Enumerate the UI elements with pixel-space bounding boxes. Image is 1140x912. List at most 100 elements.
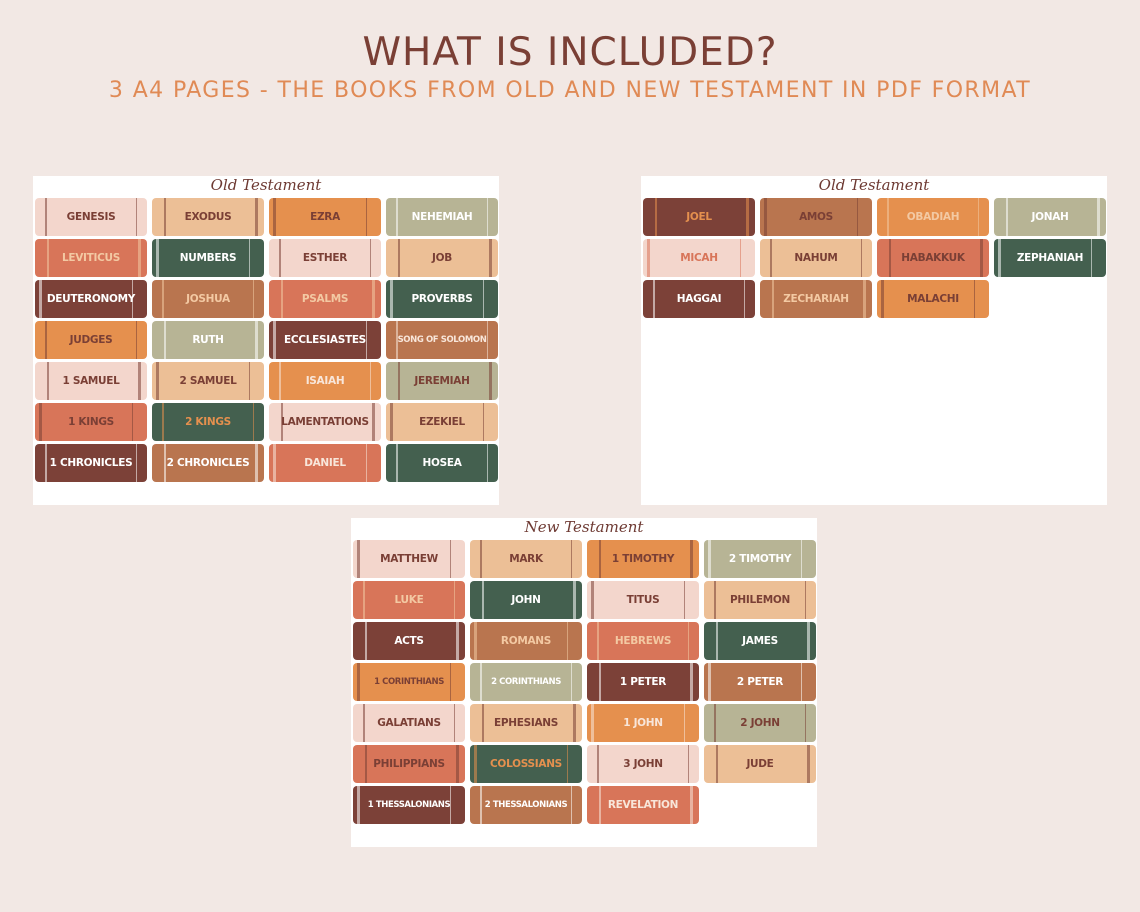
book-tile: DANIEL [269, 444, 381, 482]
book-tile: MATTHEW [353, 540, 465, 578]
book-tile: LEVITICUS [35, 239, 147, 277]
book-name: 2 TIMOTHY [728, 553, 792, 565]
book-tile: NEHEMIAH [386, 198, 498, 236]
book-tile: COLOSSIANS [470, 745, 582, 783]
book-tile: REVELATION [587, 786, 699, 824]
book-tile: ZECHARIAH [760, 280, 872, 318]
book-name: ROMANS [500, 635, 552, 647]
book-name: 1 SAMUEL [62, 375, 120, 387]
book-name: LEVITICUS [61, 252, 121, 264]
book-name: 2 JOHN [740, 717, 780, 729]
book-tile: 2 JOHN [704, 704, 816, 742]
book-tile: JONAH [994, 198, 1106, 236]
book-name: JUDE [746, 758, 774, 770]
book-name: 1 PETER [619, 676, 667, 688]
book-tile: 1 KINGS [35, 403, 147, 441]
book-name: JOSHUA [186, 293, 230, 305]
book-name: ZEPHANIAH [1016, 252, 1084, 264]
book-tile: NAHUM [760, 239, 872, 277]
book-name: GENESIS [66, 211, 116, 223]
sheet-label: Old Testament [818, 176, 930, 194]
book-tile: MICAH [643, 239, 755, 277]
book-name: JOHN [511, 594, 541, 606]
book-tile: DEUTERONOMY [35, 280, 147, 318]
book-name: HAGGAI [676, 293, 722, 305]
book-tile: 1 PETER [587, 663, 699, 701]
book-name: JUDGES [69, 334, 113, 346]
book-tile: EPHESIANS [470, 704, 582, 742]
book-tile: 1 THESSALONIANS [353, 786, 465, 824]
book-name: DEUTERONOMY [46, 293, 136, 305]
book-name: HABAKKUK [901, 252, 965, 264]
book-name: HOSEA [422, 457, 462, 469]
book-name: 1 TIMOTHY [611, 553, 675, 565]
book-name: AMOS [799, 211, 833, 223]
sheet-label: New Testament [524, 518, 644, 536]
book-name: MARK [509, 553, 543, 565]
book-name: 2 KINGS [185, 416, 231, 428]
book-tile: ECCLESIASTES [269, 321, 381, 359]
book-name: ZECHARIAH [783, 293, 849, 305]
book-tile: EZRA [269, 198, 381, 236]
book-tile: 1 CHRONICLES [35, 444, 147, 482]
book-tile: NUMBERS [152, 239, 264, 277]
book-tile: JUDGES [35, 321, 147, 359]
book-tile: LAMENTATIONS [269, 403, 381, 441]
book-name: ECCLESIASTES [284, 334, 366, 346]
book-tile: HOSEA [386, 444, 498, 482]
book-tile: ESTHER [269, 239, 381, 277]
book-tile: OBADIAH [877, 198, 989, 236]
book-tile: ACTS [353, 622, 465, 660]
book-name: TITUS [626, 594, 660, 606]
book-tile: JOEL [643, 198, 755, 236]
book-tile: MARK [470, 540, 582, 578]
book-tile: ROMANS [470, 622, 582, 660]
page-subtitle: 3 A4 PAGES - THE BOOKS FROM OLD AND NEW … [108, 78, 1032, 103]
book-tile: PROVERBS [386, 280, 498, 318]
book-name: SONG OF SOLOMON [397, 335, 487, 345]
book-tile: EXODUS [152, 198, 264, 236]
book-name: 1 JOHN [623, 717, 663, 729]
book-tile: 1 SAMUEL [35, 362, 147, 400]
book-name: JEREMIAH [414, 375, 470, 387]
book-tile: 1 JOHN [587, 704, 699, 742]
book-name: 1 THESSALONIANS [367, 800, 451, 810]
book-name: PROVERBS [411, 293, 473, 305]
book-name: GALATIANS [377, 717, 441, 729]
book-name: JOEL [686, 211, 712, 223]
book-name: JOB [432, 252, 452, 264]
book-name: MATTHEW [380, 553, 438, 565]
book-tile: PHILEMON [704, 581, 816, 619]
book-name: MICAH [680, 252, 718, 264]
book-tile: ISAIAH [269, 362, 381, 400]
book-name: EPHESIANS [493, 717, 559, 729]
book-tile: PHILIPPIANS [353, 745, 465, 783]
book-tile: EZEKIEL [386, 403, 498, 441]
book-name: RUTH [192, 334, 224, 346]
sheet-label: Old Testament [210, 176, 322, 194]
book-tile: JOSHUA [152, 280, 264, 318]
book-name: EZEKIEL [419, 416, 465, 428]
book-tile: AMOS [760, 198, 872, 236]
book-name: ISAIAH [305, 375, 345, 387]
book-grid: MATTHEW MARK 1 TIMOTHY 2 TIMOTHY LUKE JOHN TIT… [353, 540, 816, 824]
book-tile: 3 JOHN [587, 745, 699, 783]
book-name: MALACHI [907, 293, 959, 305]
book-tile: PSALMS [269, 280, 381, 318]
book-name: 1 CHRONICLES [49, 457, 133, 469]
book-name: 1 CORINTHIANS [374, 677, 444, 687]
book-tile: GALATIANS [353, 704, 465, 742]
book-tile: HAGGAI [643, 280, 755, 318]
book-tile: GENESIS [35, 198, 147, 236]
page-title: WHAT IS INCLUDED? [362, 30, 778, 75]
book-tile: 1 TIMOTHY [587, 540, 699, 578]
book-name: LUKE [394, 594, 424, 606]
book-name: PHILIPPIANS [373, 758, 445, 770]
sheet-old-testament-1: Old Testament GENESIS EXODUS EZRA NEHEMIAH L… [33, 176, 499, 505]
book-tile: MALACHI [877, 280, 989, 318]
sheet-old-testament-2: Old Testament JOEL AMOS OBADIAH JONAH MICAH N… [641, 176, 1107, 505]
book-name: NUMBERS [179, 252, 237, 264]
book-name: NEHEMIAH [411, 211, 473, 223]
book-name: JAMES [742, 635, 778, 647]
book-tile: ZEPHANIAH [994, 239, 1106, 277]
